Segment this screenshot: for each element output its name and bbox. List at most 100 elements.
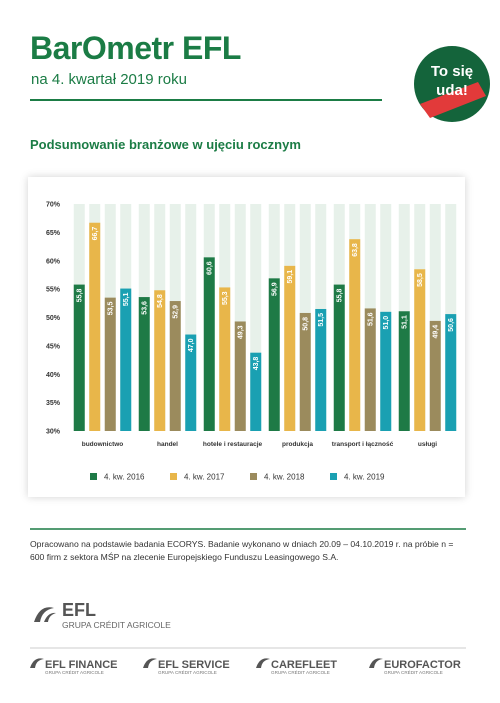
y-tick-label: 60% — [46, 258, 61, 265]
value-label: 56,9 — [272, 282, 279, 296]
brand-name: EFL FINANCE — [45, 659, 118, 671]
chart-card — [28, 177, 465, 497]
value-label: 47,0 — [188, 338, 195, 352]
y-tick-label: 50% — [46, 315, 61, 322]
value-label: 43,8 — [253, 357, 260, 371]
value-label: 49,4 — [433, 325, 440, 339]
value-label: 55,8 — [337, 288, 344, 302]
bar — [333, 284, 345, 431]
bar — [154, 290, 166, 431]
value-label: 60,6 — [207, 261, 214, 275]
value-label: 50,6 — [448, 318, 455, 332]
bar — [250, 352, 262, 431]
bar — [284, 265, 296, 431]
y-tick-label: 70% — [46, 202, 61, 209]
brand-name: EFL SERVICE — [158, 659, 230, 671]
bar — [398, 311, 410, 431]
value-label: 55,3 — [222, 291, 229, 305]
logo-group: GRUPA CRÉDIT AGRICOLE — [62, 620, 171, 630]
brand-group: GRUPA CRÉDIT AGRICOLE — [158, 669, 217, 675]
brand-group: GRUPA CRÉDIT AGRICOLE — [384, 669, 443, 675]
bar — [268, 278, 280, 431]
bar — [349, 239, 361, 431]
legend-swatch — [330, 473, 337, 480]
legend-swatch — [170, 473, 177, 480]
legend-label: 4. kw. 2019 — [344, 473, 385, 482]
y-tick-label: 30% — [46, 429, 61, 436]
bar — [234, 321, 246, 431]
logo-icon — [34, 607, 54, 622]
header-rule — [30, 99, 382, 101]
bar — [315, 308, 327, 431]
brand-icon — [30, 658, 44, 668]
brand-group: GRUPA CRÉDIT AGRICOLE — [271, 669, 330, 675]
bar — [219, 287, 231, 431]
value-label: 54,8 — [157, 294, 164, 308]
brand-icon — [256, 658, 270, 668]
value-label: 49,3 — [238, 325, 245, 339]
x-tick-label: transport i łączność — [331, 441, 394, 448]
bar-background — [250, 204, 262, 431]
bar — [120, 288, 132, 431]
bar — [299, 312, 311, 431]
value-label: 58,5 — [417, 273, 424, 287]
bar — [445, 314, 457, 431]
note: Opracowano na podstawie badania ECORYS. … — [30, 539, 454, 562]
bar — [185, 334, 197, 431]
bar — [89, 222, 101, 431]
legend-swatch — [90, 473, 97, 480]
bar — [429, 320, 441, 431]
y-tick-label: 55% — [46, 287, 61, 294]
y-tick-label: 45% — [46, 343, 61, 350]
badge-ribbon — [420, 82, 486, 118]
value-label: 52,9 — [173, 305, 180, 319]
legend-label: 4. kw. 2016 — [104, 473, 145, 482]
value-label: 51,6 — [368, 312, 375, 326]
bar-background — [429, 204, 441, 431]
x-tick-label: hotele i restauracje — [202, 441, 263, 448]
value-label: 55,8 — [77, 288, 84, 302]
value-label: 55,1 — [123, 292, 130, 306]
value-label: 51,5 — [318, 313, 325, 327]
x-tick-label: produkcja — [281, 441, 314, 448]
y-tick-label: 65% — [46, 230, 61, 237]
section-title: Podsumowanie branżowe w ujęciu rocznym — [30, 137, 301, 152]
bar — [414, 269, 426, 431]
legend-swatch — [250, 473, 257, 480]
logo-icon — [44, 612, 56, 622]
brand-name: EUROFACTOR — [384, 659, 461, 671]
brand-icon — [143, 658, 157, 668]
bar — [364, 308, 376, 431]
brand-icon — [369, 658, 383, 668]
value-label: 66,7 — [92, 227, 99, 241]
bar-background — [185, 204, 197, 431]
x-tick-label: usługi — [417, 441, 438, 448]
value-label: 53,5 — [108, 302, 115, 316]
value-label: 59,1 — [287, 270, 294, 284]
bar — [73, 284, 85, 431]
bar — [104, 297, 116, 431]
value-label: 51,1 — [402, 315, 409, 329]
bar — [138, 297, 150, 431]
legend-label: 4. kw. 2017 — [184, 473, 225, 482]
page-subtitle: na 4. kwartał 2019 roku — [31, 71, 187, 88]
x-tick-label: budownictwo — [81, 441, 124, 448]
value-label: 53,6 — [142, 301, 149, 315]
y-tick-label: 35% — [46, 400, 61, 407]
bar — [380, 311, 392, 431]
page-title: BarOmetr EFL — [30, 30, 241, 66]
bar — [203, 257, 215, 431]
bar-background — [234, 204, 246, 431]
logo-name: EFL — [62, 600, 96, 620]
x-tick-label: handel — [157, 441, 178, 448]
bar — [169, 301, 181, 431]
y-tick-label: 40% — [46, 372, 61, 379]
legend-label: 4. kw. 2018 — [264, 473, 305, 482]
value-label: 50,8 — [303, 317, 310, 331]
badge-text: To się — [431, 63, 473, 80]
badge-text: uda! — [436, 82, 468, 99]
value-label: 51,0 — [383, 316, 390, 330]
value-label: 63,8 — [352, 243, 359, 257]
